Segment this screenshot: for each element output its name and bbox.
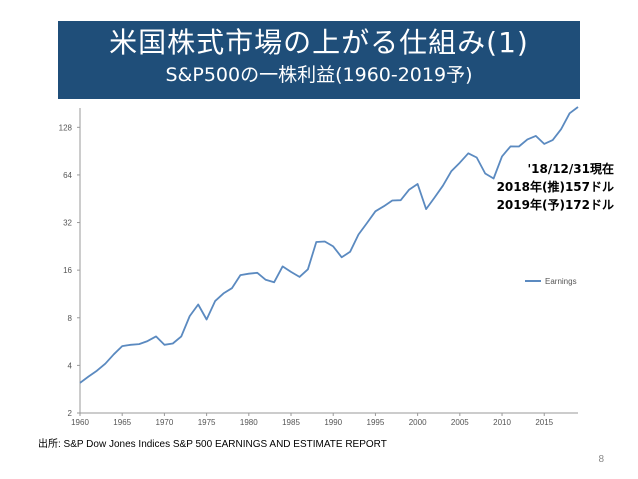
x-tick-label: 2010 xyxy=(493,418,511,427)
y-tick-label: 2 xyxy=(68,409,73,418)
earnings-series-line xyxy=(79,106,579,384)
y-tick-label: 32 xyxy=(63,219,72,228)
x-tick-label: 1975 xyxy=(198,418,216,427)
source-note: 出所: S&P Dow Jones Indices S&P 500 EARNIN… xyxy=(38,439,387,450)
x-tick-label: 1960 xyxy=(71,418,89,427)
annotation-2019: 2019年(予)172ドル xyxy=(496,198,614,212)
x-tick-label: 2000 xyxy=(409,418,427,427)
x-tick-label: 1990 xyxy=(324,418,342,427)
y-tick-label: 8 xyxy=(68,314,73,323)
earnings-chart: 2 4 8 16 32 64 128 1960 1965 1970 1975 1980 1985 1990… xyxy=(59,106,579,427)
x-tick-label: 1980 xyxy=(240,418,258,427)
chart-annotation: '18/12/31現在 2018年(推)157ドル 2019年(予)172ドル xyxy=(497,160,614,214)
x-tick-label: 1995 xyxy=(367,418,385,427)
y-tick-label: 16 xyxy=(63,266,72,275)
y-tick-label: 4 xyxy=(68,361,73,370)
title-banner: 米国株式市場の上がる仕組み(1) S&P500の一株利益(1960-2019予) xyxy=(58,21,580,99)
annotation-2018: 2018年(推)157ドル xyxy=(496,180,614,194)
x-tick-label: 1965 xyxy=(113,418,131,427)
page-number: 8 xyxy=(598,454,604,465)
x-tick-label: 2015 xyxy=(535,418,553,427)
annotation-date: '18/12/31現在 xyxy=(527,162,614,176)
x-tick-label: 1970 xyxy=(156,418,174,427)
x-tick-label: 2005 xyxy=(451,418,469,427)
legend-label: Earnings xyxy=(545,277,577,286)
title-main: 米国株式市場の上がる仕組み(1) xyxy=(109,26,529,59)
y-tick-label: 128 xyxy=(59,123,73,132)
y-tick-label: 64 xyxy=(63,171,72,180)
x-tick-label: 1985 xyxy=(282,418,300,427)
title-sub: S&P500の一株利益(1960-2019予) xyxy=(165,64,473,86)
